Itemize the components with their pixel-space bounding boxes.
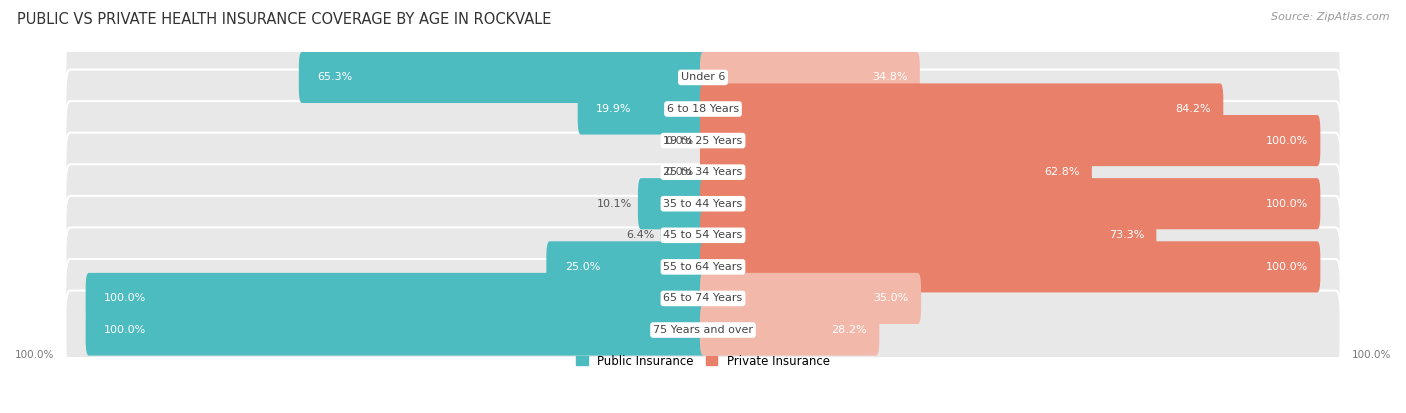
FancyBboxPatch shape (661, 210, 706, 261)
Text: 25 to 34 Years: 25 to 34 Years (664, 167, 742, 177)
FancyBboxPatch shape (65, 196, 1341, 275)
FancyBboxPatch shape (65, 133, 1341, 211)
Text: 65.3%: 65.3% (318, 72, 353, 83)
Text: Source: ZipAtlas.com: Source: ZipAtlas.com (1271, 12, 1389, 22)
FancyBboxPatch shape (578, 83, 706, 135)
FancyBboxPatch shape (700, 273, 921, 324)
FancyBboxPatch shape (547, 241, 706, 292)
Text: 100.0%: 100.0% (15, 350, 55, 360)
Text: 35 to 44 Years: 35 to 44 Years (664, 199, 742, 209)
Text: 55 to 64 Years: 55 to 64 Years (664, 262, 742, 272)
FancyBboxPatch shape (700, 115, 1320, 166)
Legend: Public Insurance, Private Insurance: Public Insurance, Private Insurance (571, 350, 835, 372)
Text: 84.2%: 84.2% (1175, 104, 1211, 114)
Text: 75 Years and over: 75 Years and over (652, 325, 754, 335)
Text: 100.0%: 100.0% (104, 325, 146, 335)
Text: 100.0%: 100.0% (1265, 199, 1308, 209)
Text: PUBLIC VS PRIVATE HEALTH INSURANCE COVERAGE BY AGE IN ROCKVALE: PUBLIC VS PRIVATE HEALTH INSURANCE COVER… (17, 12, 551, 27)
Text: 28.2%: 28.2% (831, 325, 868, 335)
FancyBboxPatch shape (700, 210, 1156, 261)
Text: 100.0%: 100.0% (104, 294, 146, 304)
Text: 19.9%: 19.9% (596, 104, 631, 114)
FancyBboxPatch shape (700, 147, 1092, 198)
FancyBboxPatch shape (700, 178, 1320, 229)
FancyBboxPatch shape (700, 83, 1223, 135)
FancyBboxPatch shape (65, 164, 1341, 243)
Text: 0.0%: 0.0% (665, 135, 693, 145)
FancyBboxPatch shape (700, 304, 879, 356)
Text: 34.8%: 34.8% (872, 72, 907, 83)
Text: 62.8%: 62.8% (1045, 167, 1080, 177)
FancyBboxPatch shape (700, 241, 1320, 292)
FancyBboxPatch shape (65, 259, 1341, 338)
Text: Under 6: Under 6 (681, 72, 725, 83)
Text: 19 to 25 Years: 19 to 25 Years (664, 135, 742, 145)
Text: 100.0%: 100.0% (1265, 135, 1308, 145)
Text: 35.0%: 35.0% (873, 294, 908, 304)
FancyBboxPatch shape (86, 273, 706, 324)
Text: 25.0%: 25.0% (565, 262, 600, 272)
FancyBboxPatch shape (65, 291, 1341, 370)
Text: 100.0%: 100.0% (1351, 350, 1391, 360)
FancyBboxPatch shape (86, 304, 706, 356)
FancyBboxPatch shape (700, 52, 920, 103)
Text: 65 to 74 Years: 65 to 74 Years (664, 294, 742, 304)
Text: 10.1%: 10.1% (596, 199, 631, 209)
FancyBboxPatch shape (65, 101, 1341, 180)
Text: 100.0%: 100.0% (1265, 262, 1308, 272)
FancyBboxPatch shape (65, 69, 1341, 148)
Text: 6 to 18 Years: 6 to 18 Years (666, 104, 740, 114)
FancyBboxPatch shape (65, 38, 1341, 117)
FancyBboxPatch shape (65, 228, 1341, 306)
Text: 45 to 54 Years: 45 to 54 Years (664, 230, 742, 240)
Text: 0.0%: 0.0% (665, 167, 693, 177)
Text: 73.3%: 73.3% (1109, 230, 1144, 240)
FancyBboxPatch shape (638, 178, 706, 229)
FancyBboxPatch shape (299, 52, 706, 103)
Text: 6.4%: 6.4% (626, 230, 654, 240)
